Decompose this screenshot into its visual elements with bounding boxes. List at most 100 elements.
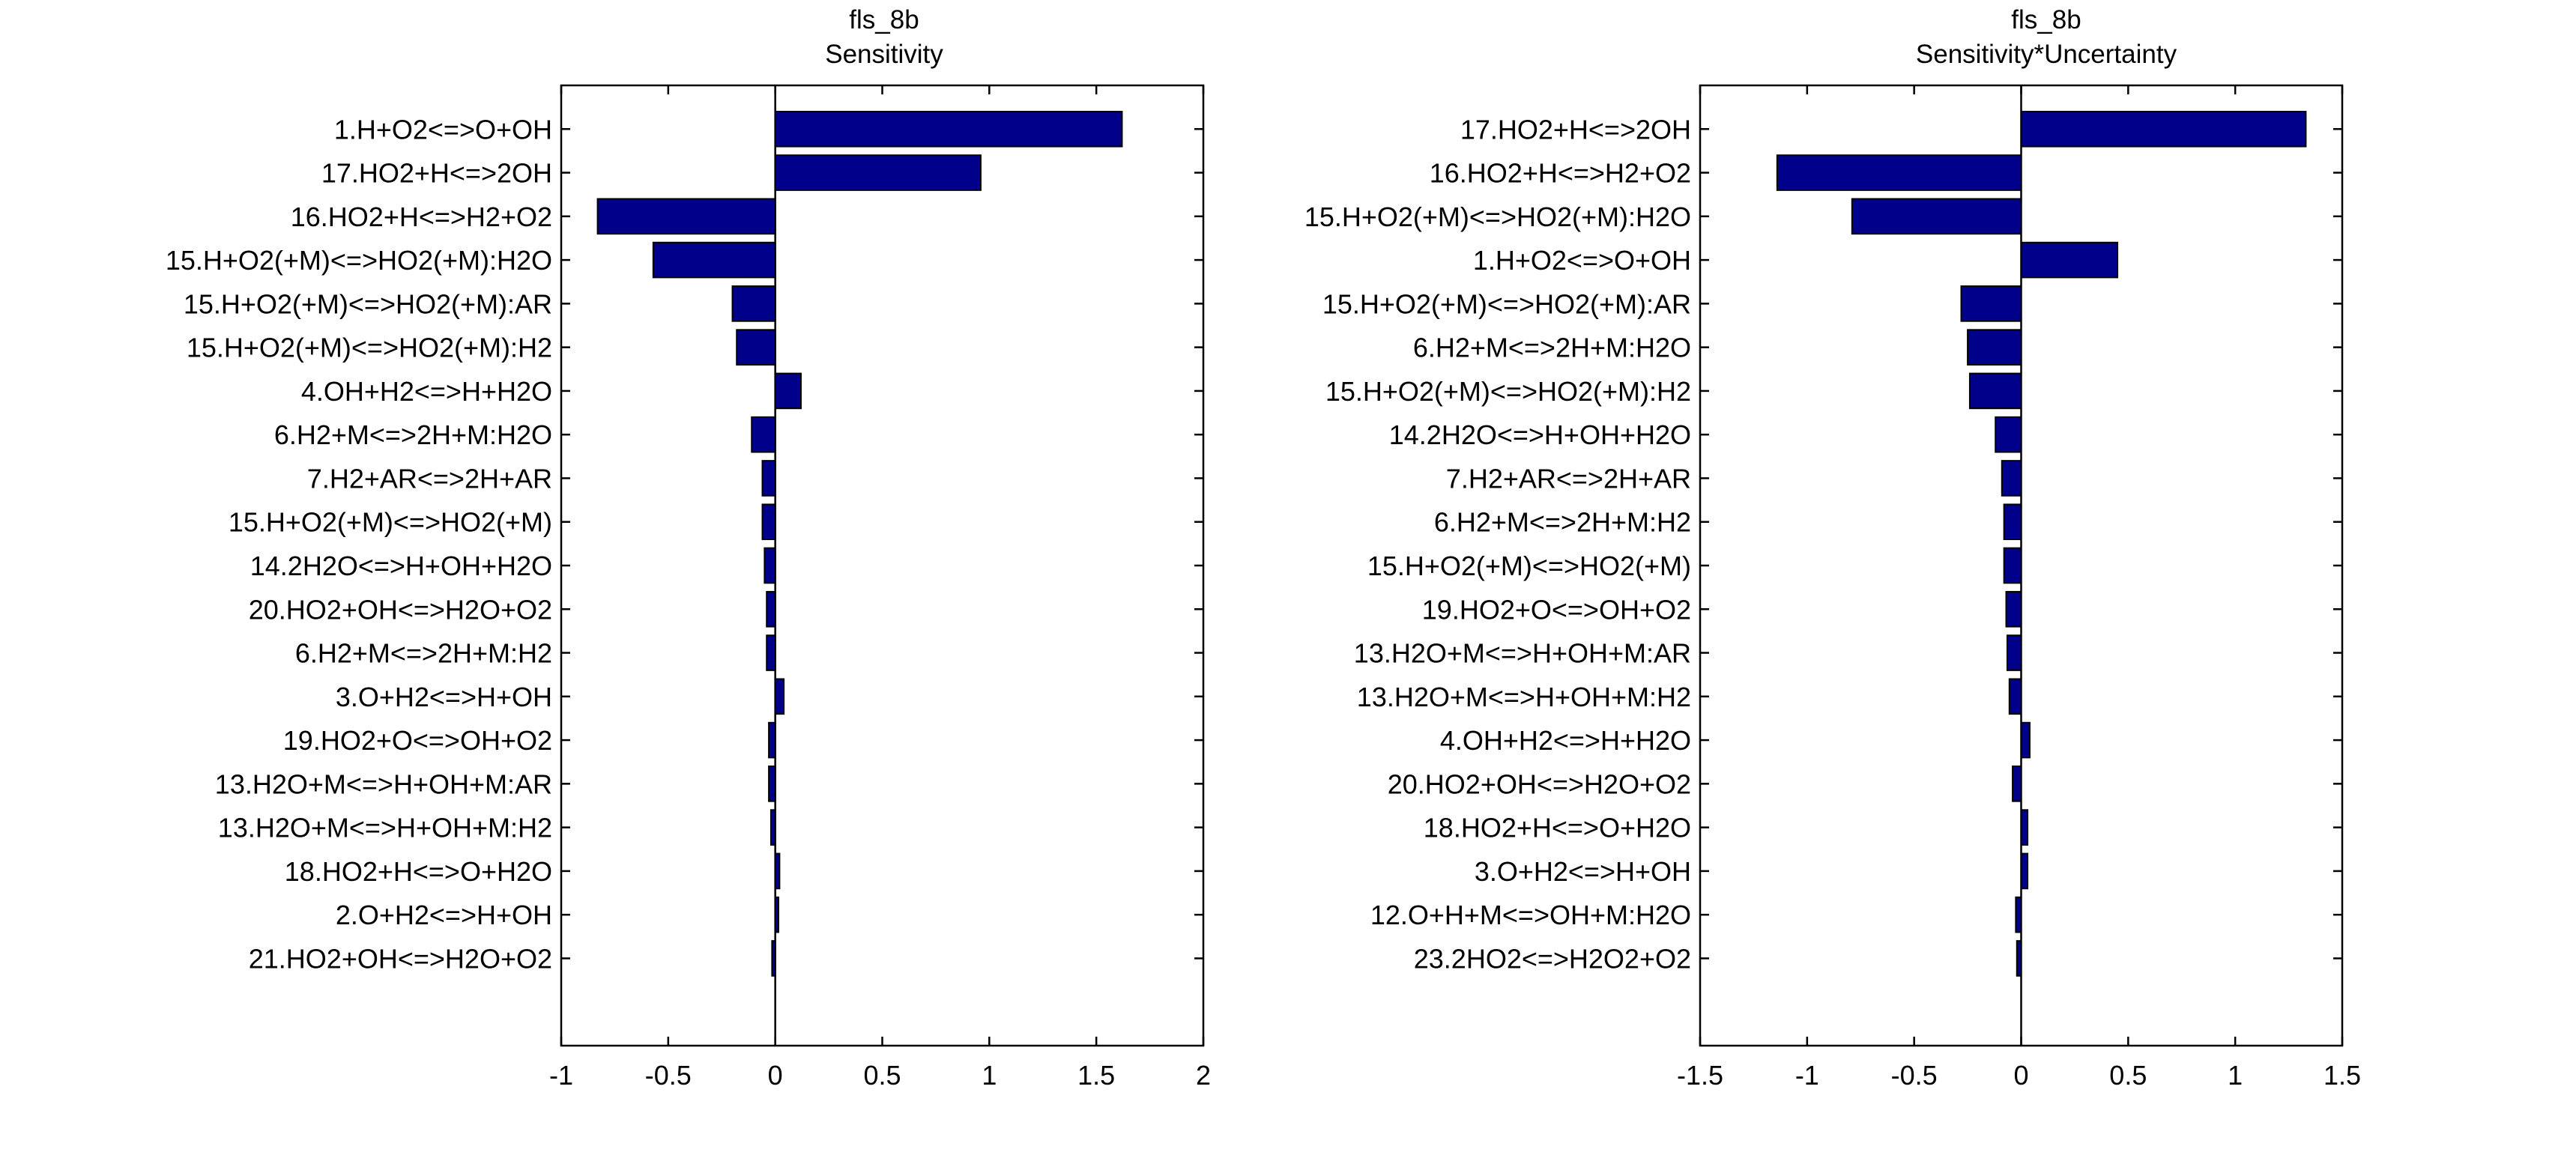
bar xyxy=(1995,416,2022,453)
bar xyxy=(774,678,785,715)
sensitivity-uncertainty-chart: fls_8b Sensitivity*Uncertainty 17.HO2+H<… xyxy=(1304,5,2361,1091)
bar xyxy=(768,721,776,759)
x-tick-label: 0 xyxy=(2013,1060,2028,1091)
chart-title: fls_8b xyxy=(849,5,919,34)
bar xyxy=(774,110,1123,148)
bar xyxy=(731,285,776,322)
category-label: 3.O+H2<=>H+OH xyxy=(336,682,552,712)
bar xyxy=(1776,154,2022,191)
x-tick-label: 0 xyxy=(768,1060,783,1091)
bar xyxy=(2001,460,2022,497)
bar xyxy=(2020,852,2029,890)
bar xyxy=(1851,198,2022,235)
bar xyxy=(2016,940,2022,977)
category-label: 17.HO2+H<=>2OH xyxy=(321,158,552,189)
bar xyxy=(761,460,776,497)
category-label: 15.H+O2(+M)<=>HO2(+M):AR xyxy=(1322,288,1691,319)
category-label: 4.OH+H2<=>H+H2O xyxy=(301,376,552,407)
category-label: 4.OH+H2<=>H+H2O xyxy=(1440,725,1691,756)
category-label: 6.H2+M<=>2H+M:H2O xyxy=(1413,333,1691,363)
bar xyxy=(2020,241,2119,279)
bar xyxy=(768,766,776,802)
chart-subtitle: Sensitivity xyxy=(825,40,943,69)
category-label: 18.HO2+H<=>O+H2O xyxy=(1424,813,1691,843)
bar xyxy=(2015,896,2022,933)
bar xyxy=(766,590,776,628)
category-label: 6.H2+M<=>2H+M:H2 xyxy=(295,638,552,669)
chart-title: fls_8b xyxy=(2011,5,2081,34)
x-tick-label: 1.5 xyxy=(2323,1060,2361,1091)
category-label: 17.HO2+H<=>2OH xyxy=(1460,114,1691,145)
category-label: 23.2HO2<=>H2O2+O2 xyxy=(1414,943,1691,974)
x-tick-label: -1.5 xyxy=(1677,1060,1723,1091)
category-label: 13.H2O+M<=>H+OH+M:H2 xyxy=(218,813,552,843)
category-label: 19.HO2+O<=>OH+O2 xyxy=(1422,594,1691,625)
bar xyxy=(770,809,776,846)
bar xyxy=(774,372,802,410)
category-label: 14.2H2O<=>H+OH+H2O xyxy=(250,551,552,581)
category-label: 13.H2O+M<=>H+OH+M:AR xyxy=(1354,638,1691,669)
chart-subtitle: Sensitivity*Uncertainty xyxy=(1916,40,2177,69)
x-tick-label: 0.5 xyxy=(2109,1060,2147,1091)
bar xyxy=(774,896,779,933)
category-label: 1.H+O2<=>O+OH xyxy=(1473,245,1691,276)
category-label: 12.O+H+M<=>OH+M:H2O xyxy=(1370,900,1691,930)
x-tick-label: 1.5 xyxy=(1077,1060,1115,1091)
bar xyxy=(766,634,776,671)
category-label: 7.H2+AR<=>2H+AR xyxy=(1446,463,1691,494)
category-label: 21.HO2+OH<=>H2O+O2 xyxy=(249,943,552,974)
bar xyxy=(2003,547,2022,584)
bar xyxy=(764,547,776,584)
category-label: 20.HO2+OH<=>H2O+O2 xyxy=(1388,769,1691,799)
bar xyxy=(1967,329,2022,366)
x-tick-label: 0.5 xyxy=(863,1060,901,1091)
category-label: 15.H+O2(+M)<=>HO2(+M):H2O xyxy=(1304,201,1691,232)
x-tick-label: -1 xyxy=(549,1060,573,1091)
category-label: 2.O+H2<=>H+OH xyxy=(336,900,552,930)
category-label: 6.H2+M<=>2H+M:H2 xyxy=(1434,507,1691,538)
bar xyxy=(751,416,776,453)
category-label: 19.HO2+O<=>OH+O2 xyxy=(283,725,552,756)
bar xyxy=(2020,721,2031,759)
category-label: 14.2H2O<=>H+OH+H2O xyxy=(1389,419,1691,450)
bar xyxy=(761,503,776,541)
x-tick-label: 1 xyxy=(2228,1060,2243,1091)
bar xyxy=(736,329,776,366)
category-label: 20.HO2+OH<=>H2O+O2 xyxy=(249,594,552,625)
x-tick-label: -1 xyxy=(1795,1060,1819,1091)
sensitivity-chart: fls_8b Sensitivity 1.H+O2<=>O+OH 17.HO2+H… xyxy=(166,5,1211,1091)
bar xyxy=(2020,110,2307,148)
x-tick-label: -0.5 xyxy=(1891,1060,1938,1091)
bar xyxy=(771,940,776,977)
bar xyxy=(774,154,982,191)
bar xyxy=(774,852,781,890)
bar xyxy=(2005,590,2022,628)
bar xyxy=(2006,634,2022,671)
category-label: 3.O+H2<=>H+OH xyxy=(1475,856,1691,887)
bar xyxy=(1968,372,2022,410)
category-label: 15.H+O2(+M)<=>HO2(+M):AR xyxy=(184,288,552,319)
category-label: 15.H+O2(+M)<=>HO2(+M):H2 xyxy=(187,333,552,363)
category-label: 6.H2+M<=>2H+M:H2O xyxy=(274,419,552,450)
category-label: 13.H2O+M<=>H+OH+M:AR xyxy=(215,769,552,799)
bar xyxy=(2003,503,2022,541)
bar xyxy=(2008,678,2022,715)
bar xyxy=(2012,766,2022,802)
category-label: 16.HO2+H<=>H2+O2 xyxy=(1430,158,1691,189)
x-tick-label: 1 xyxy=(982,1060,997,1091)
category-label: 1.H+O2<=>O+OH xyxy=(334,114,552,145)
category-label: 13.H2O+M<=>H+OH+M:H2 xyxy=(1357,682,1691,712)
category-label: 15.H+O2(+M)<=>HO2(+M):H2 xyxy=(1325,376,1691,407)
x-tick-label: -0.5 xyxy=(645,1060,692,1091)
bar xyxy=(2020,809,2029,846)
category-label: 7.H2+AR<=>2H+AR xyxy=(307,463,552,494)
x-tick-label: 2 xyxy=(1196,1060,1211,1091)
bar xyxy=(1960,285,2022,322)
category-label: 16.HO2+H<=>H2+O2 xyxy=(291,201,552,232)
bar xyxy=(652,241,776,279)
category-label: 15.H+O2(+M)<=>HO2(+M) xyxy=(1367,551,1691,581)
category-label: 18.HO2+H<=>O+H2O xyxy=(285,856,552,887)
category-label: 15.H+O2(+M)<=>HO2(+M) xyxy=(229,507,552,538)
bar xyxy=(596,198,776,235)
